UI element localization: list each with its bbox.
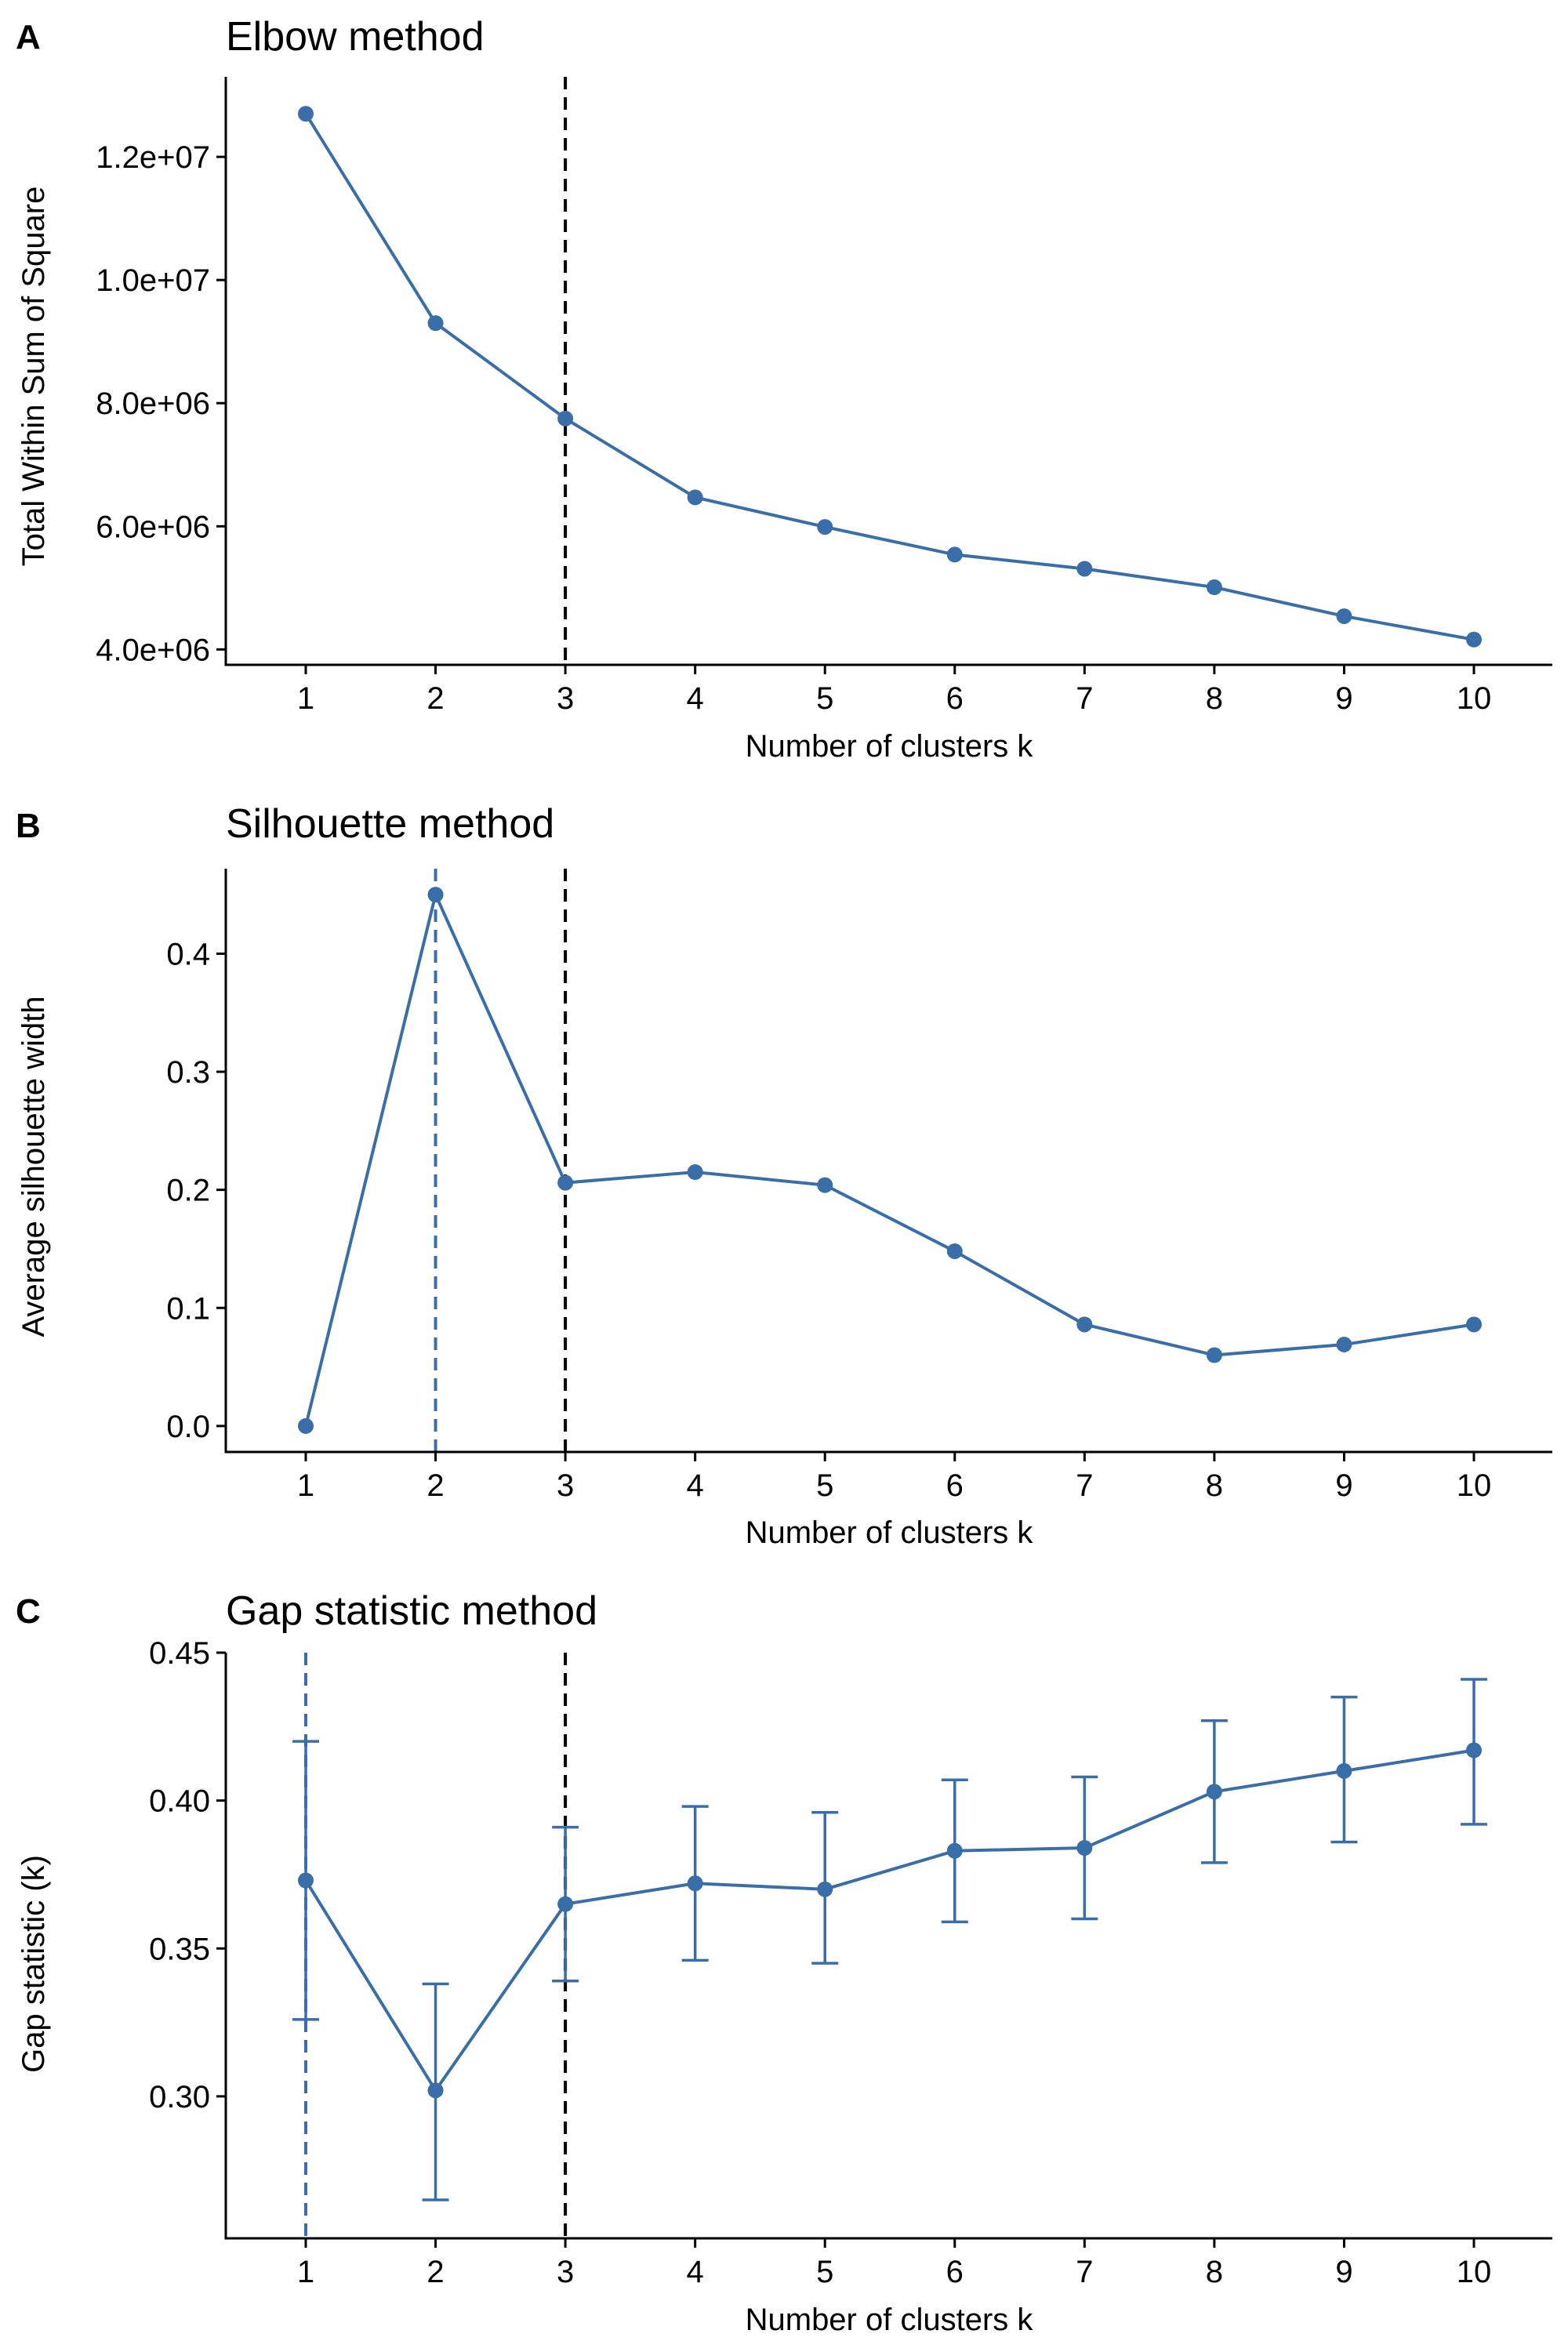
data-point (298, 106, 314, 122)
data-point (557, 410, 574, 426)
panel-a: A Elbow method Total Within Sum of Squar… (16, 14, 1552, 764)
x-tick-label: 10 (1457, 1468, 1492, 1503)
y-tick-label: 0.1 (166, 1291, 210, 1326)
x-tick-label: 5 (816, 1468, 833, 1503)
data-point (298, 1417, 314, 1434)
x-tick-label: 2 (426, 1468, 444, 1503)
x-tick-label: 1 (297, 2255, 314, 2289)
data-point (1466, 1742, 1482, 1759)
data-point (1466, 1316, 1482, 1333)
x-tick-label: 3 (557, 1468, 574, 1503)
x-tick-label: 5 (816, 681, 833, 716)
x-tick-label: 8 (1206, 2255, 1223, 2289)
x-tick-label: 9 (1335, 1468, 1352, 1503)
y-axis-label: Total Within Sum of Square (16, 187, 51, 567)
data-point (687, 489, 703, 506)
x-tick-label: 8 (1206, 1468, 1223, 1503)
y-tick-label: 6.0e+06 (96, 510, 210, 544)
data-point (1076, 1840, 1093, 1856)
data-point (298, 1872, 314, 1889)
x-axis-label: Number of clusters k (746, 729, 1034, 764)
y-tick-label: 0.45 (149, 1636, 210, 1671)
plot-area: 0.0 0.1 0.2 0.3 0.4 1 2 3 4 5 6 7 8 9 10 (166, 869, 1552, 1503)
panel-letter: B (16, 807, 41, 845)
x-tick-label: 9 (1335, 2255, 1352, 2289)
panel-letter: A (16, 18, 41, 56)
x-tick-label: 2 (426, 681, 444, 716)
data-point (687, 1875, 703, 1892)
data-point (687, 1164, 703, 1181)
data-point (557, 1896, 574, 1912)
y-tick-label: 0.4 (166, 937, 210, 971)
data-point (1466, 631, 1482, 648)
y-tick-label: 0.2 (166, 1174, 210, 1208)
data-point (817, 1177, 833, 1193)
x-tick-label: 6 (946, 2255, 964, 2289)
y-tick-label: 0.3 (166, 1055, 210, 1090)
x-tick-label: 4 (687, 2255, 704, 2289)
series-line (304, 113, 1475, 641)
data-point (427, 2082, 444, 2099)
x-tick-label: 3 (557, 681, 574, 716)
chart-title: Gap statistic method (226, 1588, 597, 1634)
x-tick-label: 4 (687, 1468, 704, 1503)
x-axis-label: Number of clusters k (746, 1515, 1034, 1550)
y-tick-label: 0.30 (149, 2080, 210, 2114)
y-tick-label: 0.40 (149, 1784, 210, 1819)
data-point (1206, 1347, 1222, 1363)
data-point (1206, 579, 1222, 596)
x-tick-label: 7 (1076, 1468, 1093, 1503)
data-point (817, 519, 833, 535)
x-tick-label: 4 (687, 681, 704, 716)
data-point (1336, 1762, 1352, 1779)
data-point (946, 1842, 963, 1859)
plot-area: 4.0e+06 6.0e+06 8.0e+06 1.0e+07 1.2e+07 1 2 3 4 5… (96, 77, 1552, 716)
x-tick-label: 7 (1076, 2255, 1093, 2289)
series-line (304, 1748, 1475, 2092)
y-tick-label: 4.0e+06 (96, 633, 210, 667)
data-point (1336, 1336, 1352, 1352)
y-tick-label: 0.0 (166, 1410, 210, 1444)
x-tick-label: 1 (297, 681, 314, 716)
x-tick-label: 8 (1206, 681, 1223, 716)
panel-c: C Gap statistic method Gap statistic (k)… (16, 1588, 1552, 2337)
panel-b: B Silhouette method Average silhouette w… (16, 801, 1552, 1550)
data-point (817, 1881, 833, 1897)
x-tick-label: 10 (1457, 2255, 1492, 2289)
chart-title: Silhouette method (226, 801, 554, 847)
data-point (1076, 561, 1093, 577)
y-axis-label: Average silhouette width (16, 996, 51, 1337)
x-tick-label: 3 (557, 2255, 574, 2289)
x-tick-label: 6 (946, 1468, 964, 1503)
panel-letter: C (16, 1592, 41, 1631)
data-point (1336, 608, 1352, 624)
x-tick-label: 7 (1076, 681, 1093, 716)
series-line (304, 893, 1475, 1427)
chart-title: Elbow method (226, 14, 485, 60)
x-tick-label: 9 (1335, 681, 1352, 716)
y-tick-label: 1.0e+07 (96, 263, 210, 298)
y-tick-label: 8.0e+06 (96, 387, 210, 421)
x-tick-label: 1 (297, 1468, 314, 1503)
data-point (946, 1243, 963, 1259)
x-tick-label: 10 (1457, 681, 1492, 716)
plot-area: 0.30 0.35 0.40 0.45 1 2 3 4 5 6 7 8 9 10 (149, 1636, 1552, 2289)
x-tick-label: 6 (946, 681, 964, 716)
y-axis-label: Gap statistic (k) (16, 1855, 51, 2073)
data-point (557, 1174, 574, 1191)
data-point (946, 546, 963, 563)
y-tick-label: 0.35 (149, 1932, 210, 1966)
x-axis-label: Number of clusters k (746, 2303, 1034, 2337)
y-tick-label: 1.2e+07 (96, 140, 210, 175)
data-point (1076, 1316, 1093, 1333)
data-point (427, 887, 444, 903)
x-tick-label: 2 (426, 2255, 444, 2289)
x-tick-label: 5 (816, 2255, 833, 2289)
data-point (1206, 1784, 1222, 1800)
data-point (427, 315, 444, 332)
